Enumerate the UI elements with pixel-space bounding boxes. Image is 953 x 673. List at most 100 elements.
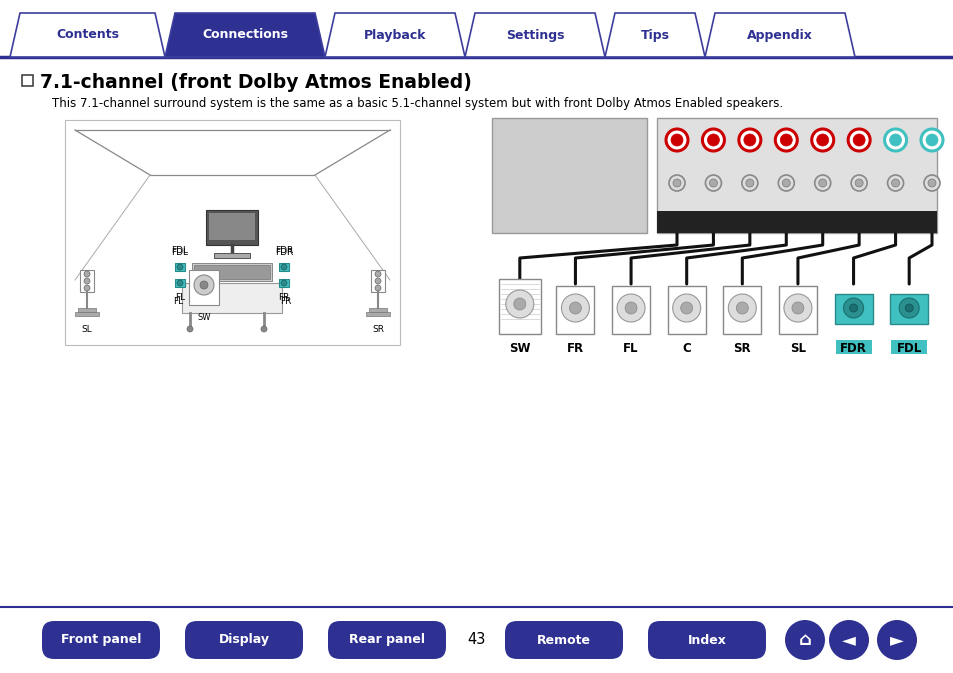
Text: Settings: Settings xyxy=(505,28,563,42)
Text: SR: SR xyxy=(372,325,384,334)
Bar xyxy=(369,308,387,312)
Circle shape xyxy=(923,175,939,191)
Text: Playback: Playback xyxy=(363,28,426,42)
Bar xyxy=(182,283,282,313)
Bar xyxy=(22,75,33,86)
Text: FL: FL xyxy=(622,341,639,355)
Circle shape xyxy=(818,179,826,187)
Bar xyxy=(890,340,926,354)
Bar xyxy=(612,286,649,334)
FancyBboxPatch shape xyxy=(647,621,765,659)
Text: FL: FL xyxy=(174,293,185,302)
Circle shape xyxy=(784,620,824,660)
Bar xyxy=(189,270,219,305)
Circle shape xyxy=(883,129,905,151)
Bar xyxy=(657,118,936,233)
Text: SL: SL xyxy=(82,325,92,334)
Text: ◄: ◄ xyxy=(841,631,855,649)
Text: FL: FL xyxy=(172,297,183,306)
Circle shape xyxy=(791,302,803,314)
FancyBboxPatch shape xyxy=(185,621,303,659)
Circle shape xyxy=(920,129,942,151)
Text: ⌂: ⌂ xyxy=(798,631,811,649)
Circle shape xyxy=(670,134,682,146)
Bar xyxy=(174,263,185,271)
Circle shape xyxy=(701,129,723,151)
Circle shape xyxy=(927,179,935,187)
Circle shape xyxy=(888,134,901,146)
Circle shape xyxy=(617,294,644,322)
Circle shape xyxy=(847,129,869,151)
Circle shape xyxy=(814,175,830,191)
Text: SL: SL xyxy=(789,341,805,355)
Text: ►: ► xyxy=(889,631,903,649)
Text: FDR: FDR xyxy=(274,246,293,255)
Circle shape xyxy=(781,179,789,187)
Circle shape xyxy=(775,129,797,151)
Text: Connections: Connections xyxy=(202,28,288,42)
Circle shape xyxy=(736,302,747,314)
Bar xyxy=(213,253,250,258)
Circle shape xyxy=(505,290,534,318)
Circle shape xyxy=(261,326,267,332)
Circle shape xyxy=(904,304,912,312)
Circle shape xyxy=(854,179,862,187)
Text: Display: Display xyxy=(218,633,269,647)
Text: 7.1-channel (front Dolby Atmos Enabled): 7.1-channel (front Dolby Atmos Enabled) xyxy=(40,73,472,92)
Circle shape xyxy=(375,271,380,277)
Bar xyxy=(78,308,96,312)
Text: This 7.1-channel surround system is the same as a basic 5.1-channel system but w: This 7.1-channel surround system is the … xyxy=(52,96,782,110)
FancyBboxPatch shape xyxy=(328,621,446,659)
Circle shape xyxy=(850,175,866,191)
Circle shape xyxy=(816,134,828,146)
Bar xyxy=(889,294,927,324)
Circle shape xyxy=(84,271,90,277)
Circle shape xyxy=(624,302,637,314)
Circle shape xyxy=(187,326,193,332)
FancyBboxPatch shape xyxy=(504,621,622,659)
Text: SW: SW xyxy=(509,341,530,355)
Circle shape xyxy=(672,179,680,187)
Circle shape xyxy=(704,175,720,191)
Circle shape xyxy=(828,620,868,660)
Circle shape xyxy=(738,129,760,151)
Text: C: C xyxy=(681,341,690,355)
Circle shape xyxy=(561,294,589,322)
Circle shape xyxy=(375,285,380,291)
Circle shape xyxy=(177,280,183,286)
Text: FDL: FDL xyxy=(896,341,921,355)
Bar xyxy=(498,279,540,334)
Circle shape xyxy=(680,302,692,314)
Bar xyxy=(556,286,594,334)
Bar xyxy=(192,263,272,281)
Bar xyxy=(206,210,257,245)
Circle shape xyxy=(886,175,902,191)
Text: SW: SW xyxy=(197,313,211,322)
Text: FDL: FDL xyxy=(172,246,189,255)
Text: Tips: Tips xyxy=(639,28,669,42)
Bar xyxy=(65,120,399,345)
Bar xyxy=(492,118,646,233)
Text: FR: FR xyxy=(278,293,290,302)
Bar xyxy=(278,279,289,287)
Circle shape xyxy=(193,275,213,295)
Circle shape xyxy=(84,278,90,284)
Text: FR: FR xyxy=(280,297,292,306)
Bar xyxy=(278,263,289,271)
Circle shape xyxy=(842,298,862,318)
Polygon shape xyxy=(604,13,704,57)
Circle shape xyxy=(925,134,937,146)
Bar xyxy=(667,286,705,334)
Text: SR: SR xyxy=(733,341,750,355)
Text: Index: Index xyxy=(687,633,725,647)
Circle shape xyxy=(281,280,287,286)
Circle shape xyxy=(569,302,580,314)
Circle shape xyxy=(741,175,757,191)
Circle shape xyxy=(200,281,208,289)
Polygon shape xyxy=(704,13,854,57)
Circle shape xyxy=(778,175,794,191)
Circle shape xyxy=(375,278,380,284)
Bar xyxy=(174,279,185,287)
Text: FDR: FDR xyxy=(274,248,293,257)
Bar xyxy=(371,270,385,292)
